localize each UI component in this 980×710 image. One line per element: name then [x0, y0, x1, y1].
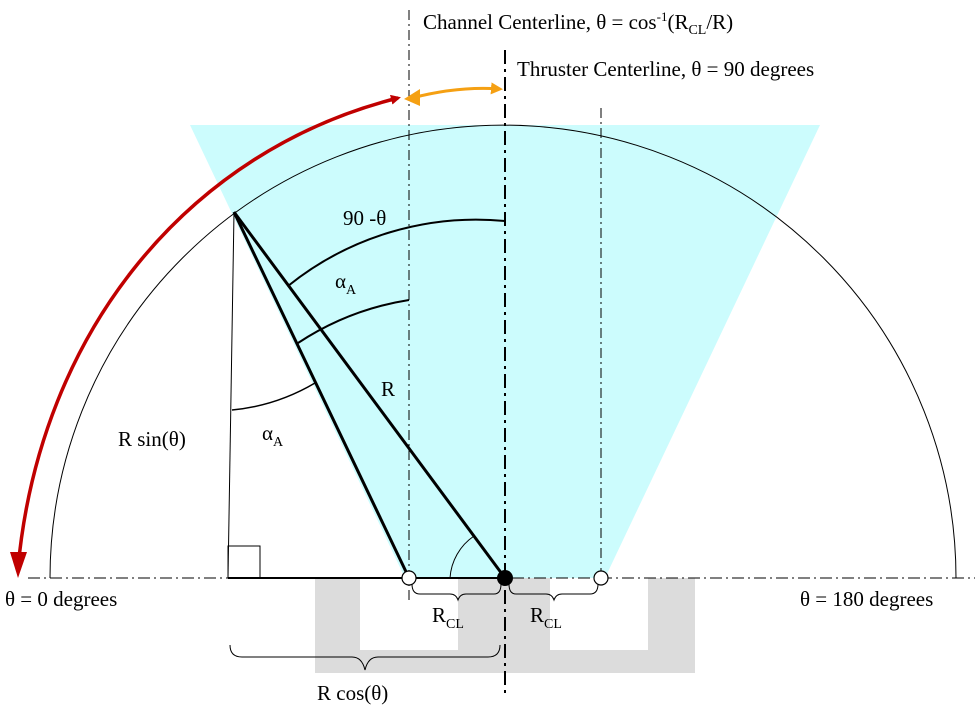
rcl-left-label: RCL — [432, 603, 464, 632]
theta-sweep-arrow — [16, 94, 401, 569]
rcl-right-bracket — [508, 583, 599, 602]
arc-theta-base — [449, 535, 475, 579]
channel-centerline-label: Channel Centerline, θ = cos-1(RCL/R) — [423, 9, 733, 38]
channel-point-right — [593, 570, 609, 586]
channel-offset-arrow — [411, 82, 503, 100]
thruster-center-point — [497, 570, 513, 586]
thruster-centerline-label: Thruster Centerline, θ = 90 degrees — [517, 57, 814, 81]
r-sin-leg — [227, 211, 235, 579]
arc-alpha-upper — [297, 299, 410, 344]
right-angle-marker — [227, 545, 261, 579]
rcl-right-label: RCL — [530, 603, 562, 632]
theta-180-label: θ = 180 degrees — [800, 587, 933, 611]
outer-arc — [49, 124, 957, 579]
line-to-channel — [232, 211, 411, 579]
channel-point-left — [401, 570, 417, 586]
rcl-left-bracket — [411, 583, 502, 602]
theta-sweep-arrowhead-bottom — [10, 552, 27, 578]
ninety-minus-theta-label: 90 -θ — [343, 206, 386, 230]
channel-offset-arrowhead-left — [404, 89, 420, 106]
theta-zero-label: θ = 0 degrees — [5, 587, 117, 611]
r-sin-label: R sin(θ) — [118, 427, 186, 451]
r-cos-label: R cos(θ) — [317, 681, 388, 705]
r-cos-bracket — [229, 644, 501, 671]
alpha-upper-label: αA — [335, 269, 357, 298]
r-label: R — [381, 377, 395, 401]
arc-90-minus-theta — [287, 218, 506, 287]
line-r-radius — [232, 211, 507, 579]
arc-alpha-lower — [231, 382, 316, 411]
alpha-lower-label: αA — [262, 421, 284, 450]
